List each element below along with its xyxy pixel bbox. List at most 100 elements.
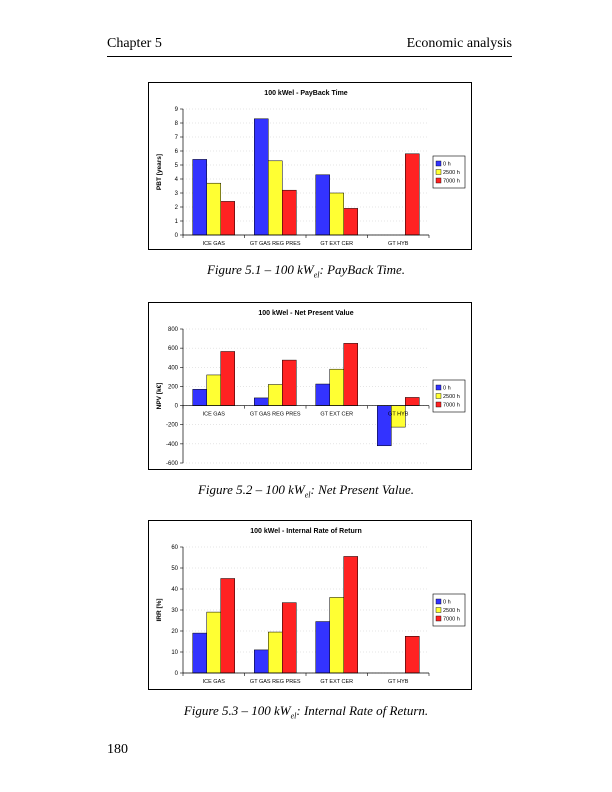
header-rule	[107, 56, 512, 57]
bar	[405, 153, 420, 236]
x-tick-label: GT HYB	[388, 679, 409, 685]
legend-label: 0 h	[443, 600, 451, 606]
legend-label: 7000 h	[443, 403, 460, 409]
x-tick-label: GT GAS REG PRES	[250, 412, 301, 418]
caption-sub: el	[313, 270, 320, 280]
y-axis-label: IRR [%]	[156, 598, 163, 621]
legend-swatch	[435, 169, 442, 175]
bar	[343, 208, 358, 236]
y-tick-label: 200	[168, 384, 179, 390]
y-tick-label: 800	[168, 327, 179, 333]
caption-suffix: : Net Present Value.	[310, 482, 415, 497]
figure-payback-time: 100 kWel - PayBack Time 0 1 2 3 4 5 6 7 8 9 PBT [ye…	[148, 82, 472, 250]
y-tick-label: 600	[168, 346, 179, 352]
figure-caption-2: Figure 5.2 – 100 kWel: Net Present Value…	[0, 482, 612, 500]
bar	[220, 351, 235, 406]
y-tick-label: 4	[175, 177, 179, 183]
chapter-label: Chapter 5	[107, 36, 162, 51]
legend-swatch	[435, 598, 442, 605]
y-tick-label: 0	[175, 233, 179, 239]
y-tick-label: 400	[168, 365, 179, 371]
internal-rate-of-return-chart: 100 kWel - Internal Rate of Return 0 10 20 3…	[156, 528, 466, 685]
y-tick-label: 1	[175, 219, 179, 225]
legend-label: 7000 h	[443, 617, 460, 623]
legend-swatch	[435, 401, 442, 408]
y-tick-label: 0	[175, 404, 179, 410]
section-title: Economic analysis	[406, 36, 512, 51]
bar	[268, 160, 283, 236]
bar	[206, 611, 221, 674]
bar	[254, 649, 269, 674]
y-tick-label: 20	[171, 629, 178, 635]
bar	[220, 201, 235, 236]
page-number: 180	[107, 742, 128, 757]
legend-label: 0 h	[443, 162, 451, 168]
bar	[192, 159, 207, 236]
x-tick-label: ICE GAS	[203, 412, 226, 418]
bar	[282, 359, 297, 406]
y-tick-label: 30	[171, 608, 178, 614]
chart-title: 100 kWel - PayBack Time	[264, 90, 348, 97]
caption-prefix: Figure 5.3 – 100 kW	[183, 703, 291, 718]
x-tick-label: ICE GAS	[203, 679, 226, 685]
y-axis-label: NPV [k€]	[156, 383, 163, 410]
bar	[405, 397, 420, 406]
bar	[254, 118, 269, 236]
caption-sub: el	[304, 490, 311, 500]
legend-label: 7000 h	[443, 179, 460, 185]
figure-caption-1: Figure 5.1 – 100 kWel: PayBack Time.	[0, 262, 612, 280]
bar	[315, 174, 330, 236]
caption-suffix: : Internal Rate of Return.	[296, 703, 429, 718]
y-tick-label: 2	[175, 205, 179, 211]
bar	[329, 597, 344, 674]
y-tick-label: 3	[175, 191, 179, 197]
legend-label: 2500 h	[443, 170, 460, 176]
payback-time-chart: 100 kWel - PayBack Time 0 1 2 3 4 5 6 7 8 9 PBT [ye…	[156, 90, 466, 247]
x-tick-label: GT GAS REG PRES	[250, 679, 301, 685]
x-tick-label: GT EXT CER	[320, 679, 353, 685]
y-tick-label: 7	[175, 135, 179, 141]
bar	[206, 374, 221, 406]
y-tick-label: -200	[166, 423, 179, 429]
caption-prefix: Figure 5.1 – 100 kW	[206, 262, 314, 277]
legend-swatch	[435, 177, 442, 184]
chart-title: 100 kWel - Net Present Value	[258, 310, 353, 317]
y-tick-label: 5	[175, 163, 179, 169]
bar	[315, 383, 330, 406]
figure-caption-3: Figure 5.3 – 100 kWel: Internal Rate of …	[0, 703, 612, 721]
x-tick-label: ICE GAS	[203, 241, 226, 247]
legend-label: 2500 h	[443, 608, 460, 614]
y-tick-label: 0	[175, 671, 179, 677]
bar	[405, 636, 420, 674]
bar	[282, 189, 297, 236]
y-tick-label: 50	[171, 566, 178, 572]
bar	[268, 384, 283, 406]
y-tick-label: -400	[166, 442, 179, 448]
bar	[282, 602, 297, 674]
x-tick-label: GT HYB	[388, 241, 409, 247]
bar	[343, 343, 358, 406]
bar	[192, 389, 207, 406]
legend-label: 2500 h	[443, 394, 460, 400]
x-tick-label: GT EXT CER	[320, 412, 353, 418]
y-tick-label: 6	[175, 149, 179, 155]
y-tick-label: 10	[171, 650, 178, 656]
legend-swatch	[435, 615, 442, 622]
net-present-value-chart: 100 kWel - Net Present Value -600 -400 -200…	[156, 310, 466, 467]
legend-swatch	[435, 160, 442, 167]
bar	[329, 192, 344, 236]
caption-prefix: Figure 5.2 – 100 kW	[197, 482, 305, 497]
bar	[343, 556, 358, 674]
x-tick-label: GT EXT CER	[320, 241, 353, 247]
caption-suffix: : PayBack Time.	[319, 262, 406, 277]
bar	[329, 368, 344, 406]
bar	[268, 631, 283, 674]
legend-swatch	[435, 607, 442, 613]
bar	[254, 397, 269, 406]
caption-sub: el	[290, 711, 297, 721]
bar	[206, 182, 221, 236]
bar	[220, 578, 235, 674]
figure-net-present-value: 100 kWel - Net Present Value -600 -400 -200…	[148, 302, 472, 470]
legend-swatch	[435, 384, 442, 391]
x-tick-label: GT GAS REG PRES	[250, 241, 301, 247]
